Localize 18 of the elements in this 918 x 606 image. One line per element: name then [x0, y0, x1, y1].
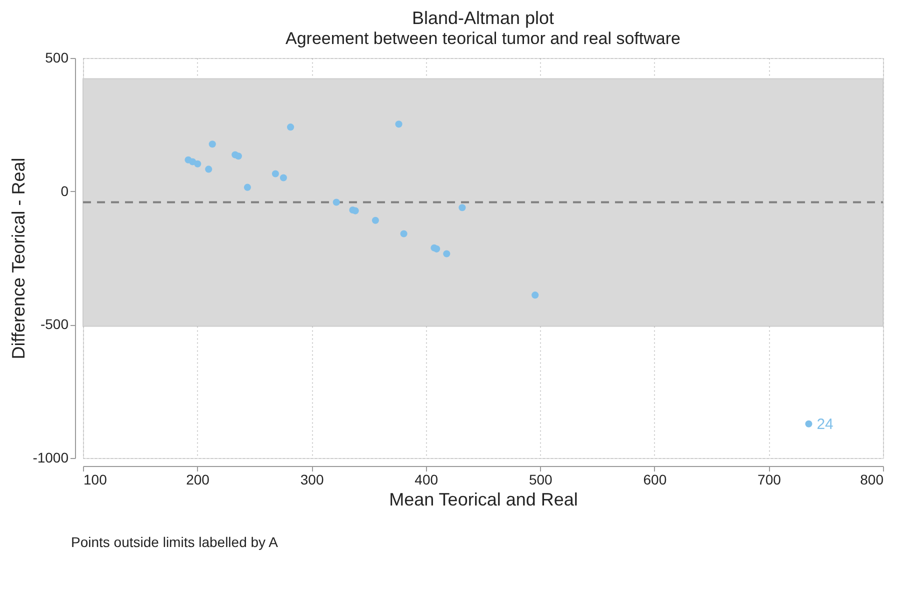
- annotation: 24: [816, 416, 834, 433]
- y-axis-title: Difference Teorical - Real: [8, 158, 29, 360]
- x-tick-label: 300: [300, 472, 324, 488]
- chart-title: Bland-Altman plot: [412, 8, 554, 28]
- x-tick-label: 400: [414, 472, 438, 488]
- y-tick-label: 500: [45, 50, 69, 66]
- x-tick-label: 600: [643, 472, 667, 488]
- x-tick-label: 800: [860, 472, 884, 488]
- x-tick-label: 100: [84, 472, 108, 488]
- y-tick-label: -500: [40, 316, 69, 332]
- x-tick-label: 200: [186, 472, 210, 488]
- text: Points outside limits labelled by A: [71, 534, 279, 550]
- y-tick-label: -1000: [32, 450, 69, 466]
- y-tick-label: 0: [60, 182, 69, 199]
- x-tick-label: 500: [528, 472, 553, 488]
- chart-subtitle: Agreement between teorical tumor and real software: [286, 29, 680, 48]
- x-axis-title: Mean Teorical and Real: [389, 490, 578, 510]
- x-tick-label: 700: [758, 472, 782, 488]
